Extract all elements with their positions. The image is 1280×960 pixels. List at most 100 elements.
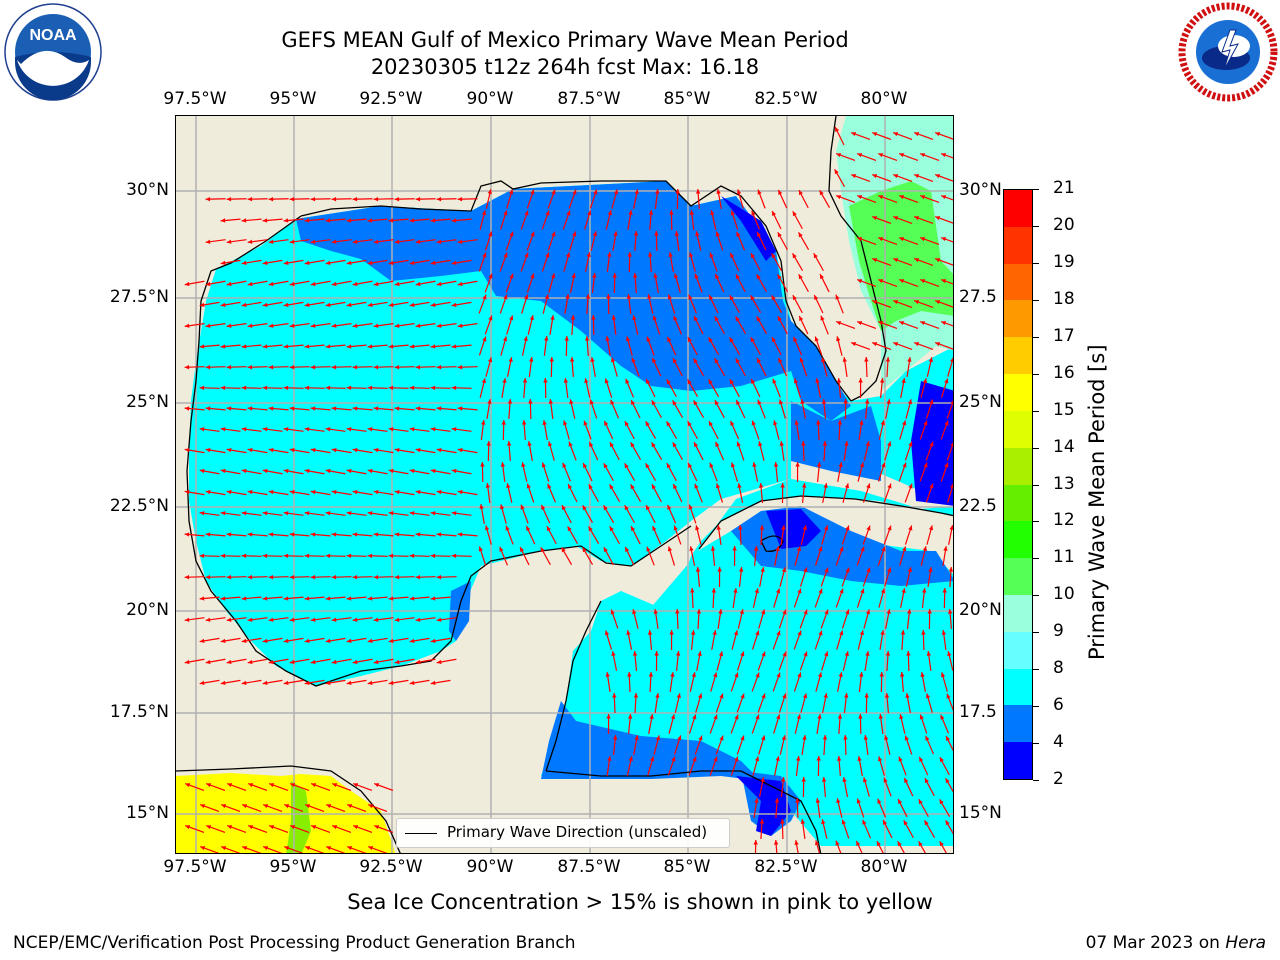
wave-direction-arrowhead — [368, 804, 374, 809]
wave-direction-arrowhead — [646, 546, 651, 552]
wave-direction-arrowhead — [603, 463, 608, 469]
wave-direction-arrowhead — [331, 281, 337, 287]
wave-direction-arrowhead — [346, 553, 352, 559]
wave-direction-arrowhead — [688, 504, 693, 510]
wave-direction-arrowhead — [611, 651, 616, 657]
wave-direction-arrowhead — [718, 651, 724, 657]
wave-direction-arrowhead — [857, 279, 863, 284]
wave-direction-arrowhead — [374, 783, 380, 788]
wave-direction-arrowhead — [325, 302, 331, 308]
colorbar-tick-label: 8 — [1053, 658, 1064, 679]
wave-direction-arrowhead — [780, 483, 785, 488]
wave-direction-arrowhead — [949, 525, 953, 530]
wave-direction-arrowhead — [415, 489, 421, 495]
gulf-coast-water-2-4s — [721, 196, 776, 261]
wave-direction-arrowhead — [394, 406, 400, 411]
y-tick-label: 17.5°N — [109, 702, 169, 722]
wave-direction-arrowhead — [776, 630, 781, 636]
wave-direction-arrowhead — [185, 825, 191, 830]
wave-direction-arrowhead — [394, 659, 400, 665]
wave-direction-arrowhead — [884, 735, 889, 741]
wave-direction-arrowhead — [487, 357, 493, 363]
wave-direction-arrowhead — [289, 489, 295, 495]
wave-direction-arrowhead — [310, 659, 316, 665]
colorbar-band — [1004, 668, 1032, 706]
wave-direction-arrowhead — [500, 504, 505, 510]
wave-direction-arrowhead — [415, 196, 421, 202]
wave-direction-arrowhead — [569, 399, 574, 405]
wave-direction-arrowhead — [373, 196, 379, 202]
footer-machine: Hera — [1225, 933, 1266, 953]
wave-direction-arrowhead — [625, 546, 630, 552]
wave-direction-arrowhead — [388, 638, 394, 644]
wave-direction-arrowhead — [836, 153, 842, 158]
wave-direction-arrowhead — [331, 574, 337, 580]
wave-direction-arrowhead — [859, 630, 864, 636]
wave-direction-arrowhead — [866, 525, 871, 531]
wave-direction-arrowhead — [851, 342, 857, 347]
wave-direction-arrowhead — [436, 406, 442, 411]
wave-direction-arrowhead — [753, 546, 759, 551]
wave-direction-arrowhead — [631, 526, 636, 532]
wave-direction-arrowhead — [761, 609, 766, 615]
wave-direction-arrowhead — [241, 680, 247, 686]
wave-direction-arrowhead — [897, 841, 902, 847]
wave-direction-arrowhead — [694, 273, 699, 279]
wave-direction-arrowhead — [887, 483, 892, 489]
wave-direction-arrowhead — [935, 258, 941, 263]
wave-direction-arrowhead — [836, 336, 841, 342]
wave-direction-arrowhead — [415, 281, 421, 287]
wave-direction-arrowhead — [526, 525, 531, 531]
wave-direction-arrowhead — [835, 840, 840, 846]
wave-direction-arrowhead — [793, 336, 798, 342]
wave-direction-arrowhead — [565, 294, 570, 299]
wave-direction-arrowhead — [771, 295, 776, 301]
wave-direction-arrowhead — [802, 735, 807, 740]
wave-direction-arrowhead — [719, 735, 724, 741]
wave-direction-arrowhead — [859, 462, 865, 468]
wave-direction-arrowhead — [893, 216, 899, 221]
wave-direction-arrowhead — [607, 756, 612, 761]
wave-direction-arrowhead — [550, 315, 555, 320]
wave-direction-arrowhead — [857, 321, 863, 326]
wave-direction-arrowhead — [367, 260, 373, 266]
wave-direction-arrowhead — [325, 427, 331, 432]
x-tick-label: 80°W — [860, 89, 908, 109]
wave-direction-arrowhead — [761, 735, 766, 741]
colorbar-tick — [1033, 780, 1039, 781]
wave-direction-arrowhead — [634, 735, 639, 741]
wave-direction-arrowhead — [436, 574, 442, 580]
shelf-water-2-4s — [766, 509, 821, 549]
wave-direction-arrowhead — [394, 617, 400, 622]
wave-direction-arrowhead — [352, 617, 358, 622]
wave-direction-arrowhead — [368, 846, 374, 851]
wave-direction-arrowhead — [844, 651, 849, 657]
y-tick-label: 22.5°N — [109, 496, 169, 516]
wave-direction-arrowhead — [430, 302, 436, 308]
wave-direction-arrowhead — [772, 378, 777, 384]
wave-direction-arrowhead — [587, 210, 592, 216]
wave-direction-arrowhead — [940, 714, 945, 720]
colorbar-band — [1004, 226, 1032, 264]
wave-direction-arrowhead — [863, 735, 868, 740]
wave-direction-arrowhead — [836, 195, 842, 200]
wave-direction-arrowhead — [606, 294, 611, 299]
wave-direction-arrowhead — [325, 385, 331, 391]
wave-direction-arrowhead — [451, 260, 457, 266]
wave-direction-arrowhead — [325, 218, 331, 223]
wave-direction-arrowhead — [839, 630, 844, 636]
wave-direction-arrowhead — [247, 196, 253, 202]
wave-direction-arrowhead — [842, 777, 847, 782]
wave-direction-arrowhead — [304, 553, 310, 559]
wave-direction-arrowhead — [880, 588, 886, 594]
wave-direction-arrowhead — [451, 344, 457, 349]
wave-direction-arrowhead — [901, 588, 906, 594]
y-tick-label: 30°N — [126, 180, 169, 200]
wave-direction-arrowhead — [877, 756, 883, 762]
wave-direction-arrowhead — [304, 680, 310, 686]
wave-direction-arrowhead — [824, 567, 829, 573]
wave-direction-arrowhead — [668, 252, 673, 257]
wave-direction-arrowhead — [627, 672, 632, 677]
wave-direction-arrowhead — [920, 237, 926, 242]
mosquito-water-2-4s — [736, 776, 791, 836]
